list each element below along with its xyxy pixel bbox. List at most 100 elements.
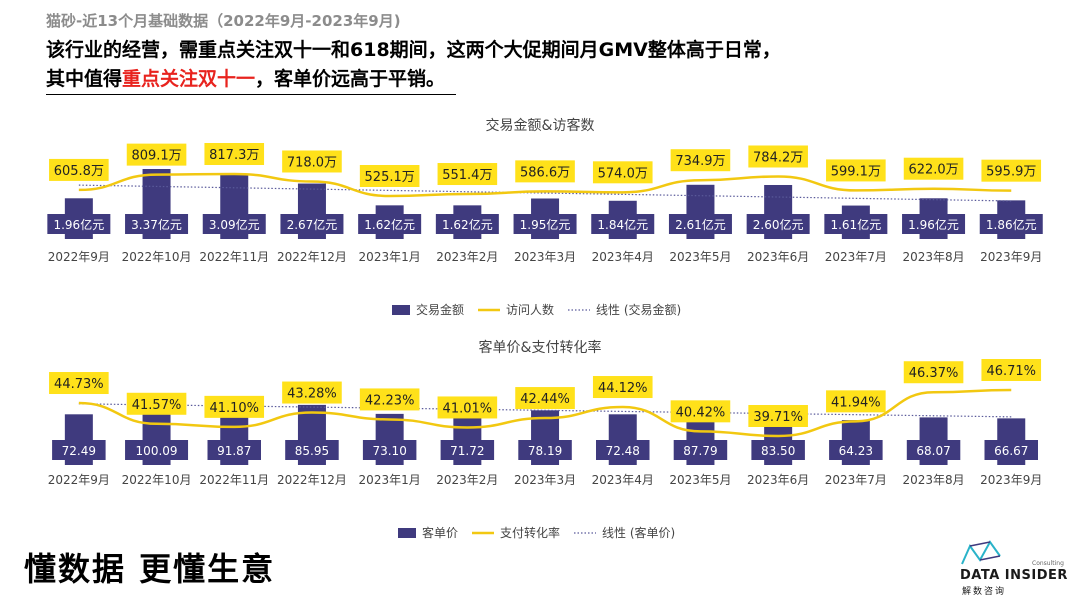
bar-label-8: 1.84亿元 — [597, 217, 648, 232]
line-label-box-12 — [903, 157, 964, 180]
line-label-box-12 — [903, 361, 964, 384]
bar-label-11: 1.61亿元 — [830, 217, 881, 232]
bar-label-box-1 — [52, 440, 106, 460]
bar-label-1: 1.96亿元 — [53, 217, 104, 232]
bar-label-box-2 — [125, 440, 189, 460]
page-subtitle: 猫砂-近13个月基础数据（2022年9月-2023年9月) — [46, 12, 401, 30]
bar-label-13: 1.86亿元 — [986, 217, 1037, 232]
x-tick-13: 2023年9月 — [980, 250, 1042, 264]
headline-line-2: 其中值得重点关注双十一，客单价远高于平销。 — [46, 65, 1046, 94]
line-label-box-1 — [49, 158, 109, 181]
bar-label-13: 66.67 — [994, 444, 1028, 458]
bar-label-7: 78.19 — [528, 444, 562, 458]
line-label-box-9 — [670, 149, 731, 172]
line-label-box-7 — [515, 387, 575, 410]
legend-swatch-bar — [398, 528, 416, 538]
line-label-box-1 — [49, 372, 109, 395]
x-tick-2: 2022年10月 — [122, 250, 192, 264]
x-tick-10: 2023年6月 — [747, 473, 809, 487]
legend-bar: 客单价 — [422, 525, 458, 540]
line-label-2: 41.57% — [132, 398, 182, 413]
line-label-box-10 — [748, 145, 808, 168]
bar-label-box-9 — [673, 440, 728, 460]
bar-label-2: 3.37亿元 — [131, 217, 182, 232]
x-tick-13: 2023年9月 — [980, 473, 1042, 487]
x-tick-7: 2023年3月 — [514, 473, 576, 487]
line-label-box-6 — [437, 163, 498, 186]
x-tick-2: 2022年10月 — [122, 473, 192, 487]
line-label-4: 718.0万 — [287, 155, 337, 170]
bar-label-box-5 — [358, 214, 422, 234]
line-label-box-9 — [670, 400, 731, 423]
x-tick-11: 2023年7月 — [825, 473, 887, 487]
x-tick-6: 2023年2月 — [436, 473, 498, 487]
line-label-5: 525.1万 — [365, 170, 415, 185]
line-label-box-3 — [204, 395, 265, 418]
line-label-box-2 — [126, 392, 187, 415]
x-tick-1: 2022年9月 — [48, 250, 110, 264]
x-tick-12: 2023年8月 — [902, 473, 964, 487]
slogan: 懂数据 更懂生意 — [24, 550, 276, 588]
x-tick-1: 2022年9月 — [48, 473, 110, 487]
line-label-12: 622.0万 — [908, 163, 958, 178]
x-tick-4: 2022年12月 — [277, 473, 347, 487]
line-label-box-4 — [282, 381, 342, 404]
bar-label-box-8 — [596, 440, 650, 460]
bar-label-4: 85.95 — [295, 444, 329, 458]
bar-label-box-10 — [746, 214, 810, 234]
bar-label-10: 2.60亿元 — [753, 217, 804, 232]
line-label-box-10 — [748, 405, 808, 427]
logo-consulting: Consulting — [1032, 560, 1064, 567]
line-label-6: 41.01% — [443, 401, 493, 416]
line-label-box-13 — [981, 359, 1042, 381]
line-label-7: 42.44% — [520, 392, 570, 407]
line-label-13: 46.71% — [986, 364, 1036, 379]
x-tick-4: 2022年12月 — [277, 250, 347, 264]
bar-label-box-3 — [202, 214, 266, 234]
legend-trend: 线性 (交易金额) — [596, 302, 681, 317]
x-tick-9: 2023年5月 — [669, 250, 731, 264]
logo-brand: DATA INSIDER — [960, 568, 1068, 583]
bar-label-3: 91.87 — [217, 444, 251, 458]
chart-title: 交易金额&访客数 — [486, 117, 595, 134]
bar-label-box-6 — [435, 214, 499, 234]
line-series — [78, 172, 1012, 198]
line-label-10: 784.2万 — [753, 150, 803, 165]
x-tick-8: 2023年4月 — [592, 250, 654, 264]
bar-label-box-11 — [824, 214, 888, 234]
legend-swatch-bar — [392, 305, 410, 315]
legend-line: 支付转化率 — [500, 525, 560, 540]
bar-label-2: 100.09 — [136, 444, 178, 458]
line-label-box-8 — [592, 376, 653, 399]
chart-title: 客单价&支付转化率 — [479, 339, 602, 356]
bar-label-box-6 — [440, 440, 495, 460]
line-label-9: 734.9万 — [675, 154, 725, 169]
line-label-box-2 — [126, 143, 187, 166]
headline-text-b: ，客单价远高于平销。 — [255, 68, 446, 90]
line-label-box-8 — [592, 161, 653, 184]
line-label-12: 46.37% — [909, 366, 959, 381]
logo-brand-cn: 解数咨询 — [962, 587, 1007, 597]
headline-highlight: 重点关注双十一 — [122, 68, 256, 90]
x-tick-12: 2023年8月 — [902, 250, 964, 264]
x-tick-9: 2023年5月 — [669, 473, 731, 487]
bar-label-5: 73.10 — [372, 444, 406, 458]
bar-label-7: 1.95亿元 — [520, 217, 571, 232]
line-label-9: 40.42% — [676, 405, 726, 420]
bar-label-5: 1.62亿元 — [364, 217, 415, 232]
line-label-13: 595.9万 — [986, 165, 1036, 180]
x-tick-3: 2022年11月 — [199, 250, 269, 264]
bar-label-box-7 — [513, 214, 577, 234]
bar-label-4: 2.67亿元 — [287, 217, 338, 232]
bar-label-box-5 — [362, 440, 417, 460]
bar-label-1: 72.49 — [62, 444, 96, 458]
x-tick-10: 2023年6月 — [747, 250, 809, 264]
line-label-7: 586.6万 — [520, 165, 570, 180]
line-label-box-5 — [359, 388, 420, 411]
x-tick-6: 2023年2月 — [436, 250, 498, 264]
line-label-box-11 — [826, 159, 886, 182]
bar-label-box-12 — [902, 214, 966, 234]
bar-label-box-4 — [280, 214, 344, 234]
line-label-1: 44.73% — [54, 377, 104, 392]
bar-label-6: 71.72 — [450, 444, 484, 458]
